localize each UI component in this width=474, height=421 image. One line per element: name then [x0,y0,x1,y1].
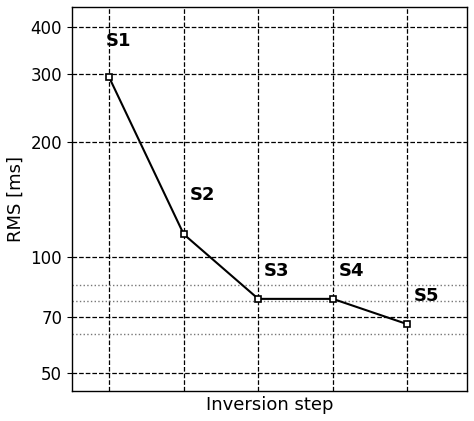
Y-axis label: RMS [ms]: RMS [ms] [7,156,25,242]
Text: S2: S2 [190,186,215,204]
Text: S4: S4 [339,262,365,280]
X-axis label: Inversion step: Inversion step [206,396,333,414]
Text: S5: S5 [413,287,439,305]
Text: S1: S1 [105,32,131,50]
Text: S3: S3 [264,262,290,280]
